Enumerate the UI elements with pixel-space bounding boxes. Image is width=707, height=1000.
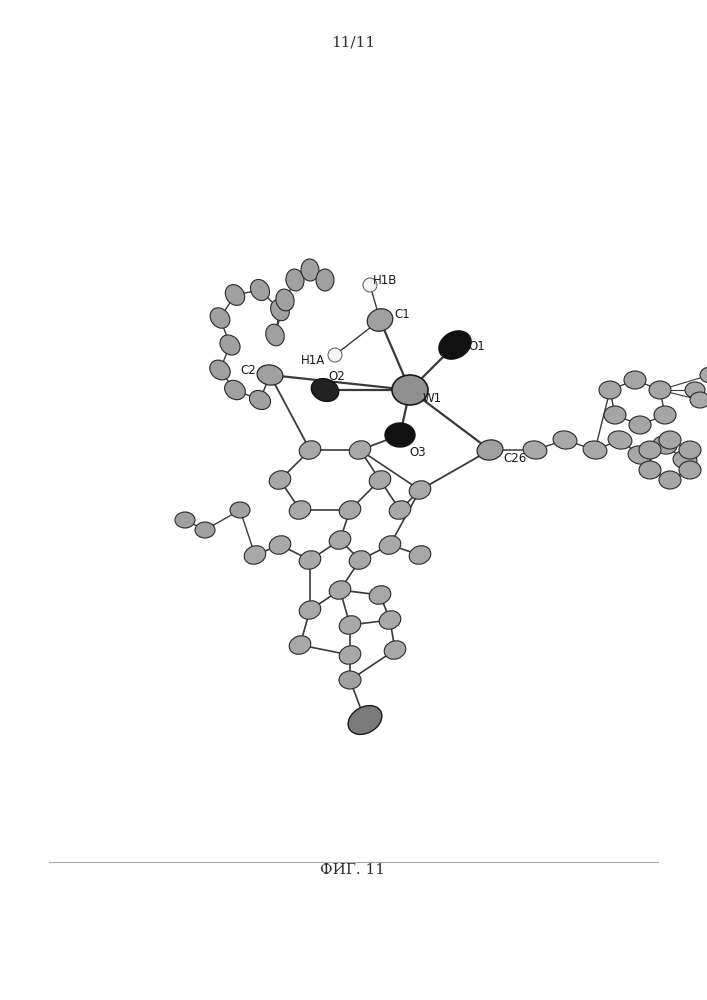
- Ellipse shape: [369, 471, 391, 489]
- Text: O1: O1: [469, 340, 486, 354]
- Ellipse shape: [269, 471, 291, 489]
- Text: H1B: H1B: [373, 273, 397, 286]
- Ellipse shape: [690, 392, 707, 408]
- Ellipse shape: [659, 471, 681, 489]
- Ellipse shape: [363, 278, 377, 292]
- Ellipse shape: [286, 269, 304, 291]
- Ellipse shape: [329, 531, 351, 549]
- Ellipse shape: [299, 601, 321, 619]
- Ellipse shape: [328, 348, 342, 362]
- Ellipse shape: [409, 481, 431, 499]
- Ellipse shape: [339, 671, 361, 689]
- Ellipse shape: [649, 381, 671, 399]
- Ellipse shape: [390, 501, 411, 519]
- Text: O3: O3: [409, 446, 426, 460]
- Ellipse shape: [628, 446, 652, 464]
- Ellipse shape: [604, 406, 626, 424]
- Ellipse shape: [608, 431, 632, 449]
- Ellipse shape: [639, 461, 661, 479]
- Ellipse shape: [299, 551, 321, 569]
- Ellipse shape: [250, 279, 269, 301]
- Ellipse shape: [583, 441, 607, 459]
- Ellipse shape: [271, 299, 289, 321]
- Ellipse shape: [226, 285, 245, 305]
- Ellipse shape: [629, 416, 651, 434]
- Ellipse shape: [299, 441, 321, 459]
- Ellipse shape: [266, 324, 284, 346]
- Ellipse shape: [379, 536, 401, 554]
- Ellipse shape: [409, 546, 431, 564]
- Ellipse shape: [654, 406, 676, 424]
- Ellipse shape: [653, 436, 677, 454]
- Text: 11/11: 11/11: [331, 35, 375, 49]
- Ellipse shape: [250, 390, 271, 410]
- Ellipse shape: [244, 546, 266, 564]
- Ellipse shape: [349, 551, 370, 569]
- Ellipse shape: [385, 423, 415, 447]
- Ellipse shape: [175, 512, 195, 528]
- Text: W1: W1: [423, 391, 442, 404]
- Ellipse shape: [348, 706, 382, 734]
- Ellipse shape: [624, 371, 646, 389]
- Ellipse shape: [679, 441, 701, 459]
- Ellipse shape: [316, 269, 334, 291]
- Ellipse shape: [220, 335, 240, 355]
- Ellipse shape: [349, 441, 370, 459]
- Ellipse shape: [257, 365, 283, 385]
- Ellipse shape: [301, 259, 319, 281]
- Text: C26: C26: [503, 452, 527, 464]
- Ellipse shape: [210, 308, 230, 328]
- Ellipse shape: [679, 461, 701, 479]
- Ellipse shape: [673, 451, 697, 469]
- Ellipse shape: [523, 441, 547, 459]
- Text: ФИГ. 11: ФИГ. 11: [320, 863, 385, 877]
- Ellipse shape: [225, 380, 245, 400]
- Ellipse shape: [230, 502, 250, 518]
- Ellipse shape: [477, 440, 503, 460]
- Ellipse shape: [599, 381, 621, 399]
- Text: H1A: H1A: [301, 354, 325, 366]
- Ellipse shape: [195, 522, 215, 538]
- Ellipse shape: [367, 309, 393, 331]
- Text: O2: O2: [329, 369, 346, 382]
- Text: C2: C2: [240, 363, 256, 376]
- Ellipse shape: [553, 431, 577, 449]
- Ellipse shape: [289, 636, 311, 654]
- Ellipse shape: [639, 441, 661, 459]
- Text: C1: C1: [394, 308, 410, 322]
- Ellipse shape: [269, 536, 291, 554]
- Ellipse shape: [659, 431, 681, 449]
- Ellipse shape: [384, 641, 406, 659]
- Ellipse shape: [439, 331, 471, 359]
- Ellipse shape: [700, 367, 707, 383]
- Ellipse shape: [210, 360, 230, 380]
- Ellipse shape: [339, 501, 361, 519]
- Ellipse shape: [276, 289, 294, 311]
- Ellipse shape: [339, 616, 361, 634]
- Ellipse shape: [392, 375, 428, 405]
- Ellipse shape: [339, 646, 361, 664]
- Ellipse shape: [379, 611, 401, 629]
- Ellipse shape: [289, 501, 311, 519]
- Ellipse shape: [311, 379, 339, 401]
- Ellipse shape: [685, 382, 705, 398]
- Ellipse shape: [329, 581, 351, 599]
- Ellipse shape: [369, 586, 391, 604]
